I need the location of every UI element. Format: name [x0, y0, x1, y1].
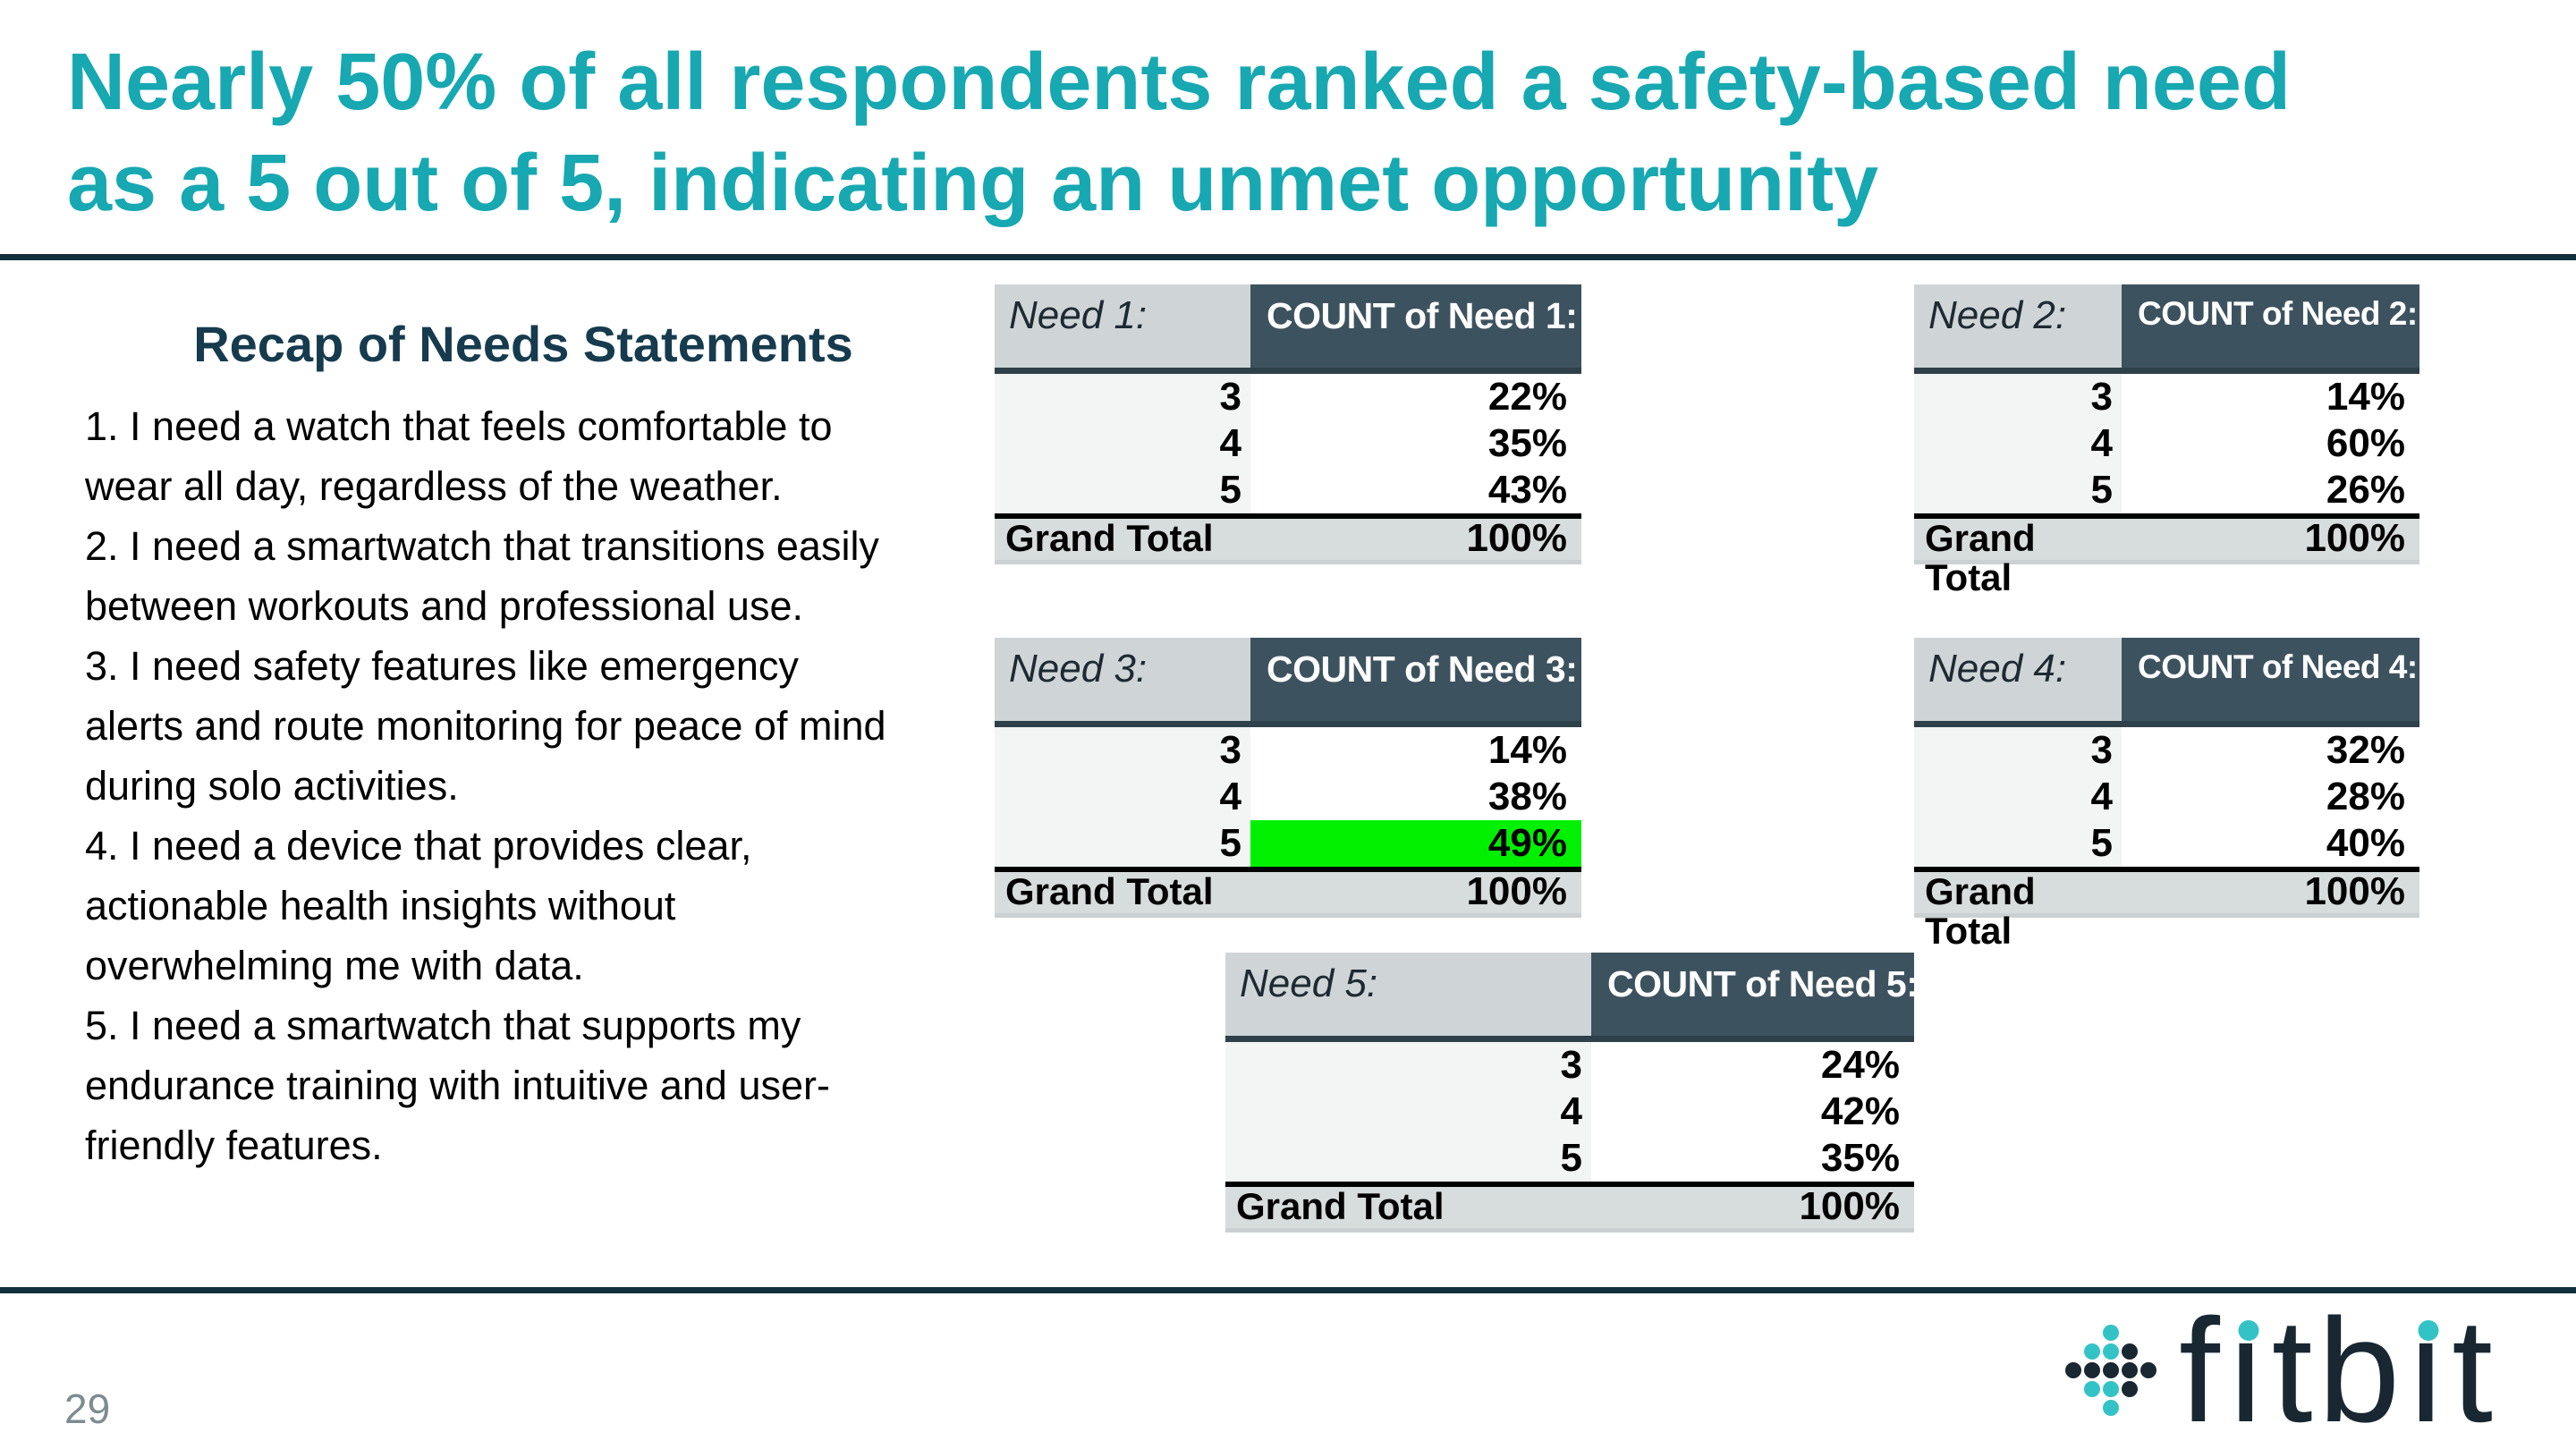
need-2-grand-total-label: Grand Total — [1914, 513, 2122, 597]
need-4-rating-5: 5 — [1914, 820, 2122, 867]
need-3-table: Need 3: COUNT of Need 3: 3 14% 4 38% 5 4… — [995, 638, 1581, 918]
need-3-grand-total-value: 100% — [1250, 867, 1581, 913]
need-5-count-header: COUNT of Need 5: — [1591, 953, 1914, 1042]
need-5-rating-5: 5 — [1225, 1135, 1591, 1182]
wordmark-letter: b — [2318, 1288, 2406, 1449]
need-3-label: Need 3: — [995, 638, 1250, 727]
need-3-rating-5: 5 — [995, 820, 1250, 867]
need-2-table: Need 2: COUNT of Need 2: 3 14% 4 60% 5 2… — [1914, 284, 2419, 597]
need-1-rating-4: 4 — [995, 420, 1250, 467]
need-4-label: Need 4: — [1914, 638, 2122, 727]
logo-dot — [2103, 1343, 2119, 1360]
logo-dot — [2065, 1362, 2081, 1378]
need-2-count-header: COUNT of Need 2: — [2122, 284, 2419, 374]
need-2-rating-4-pct: 60% — [2122, 420, 2419, 467]
page-number: 29 — [64, 1385, 111, 1432]
wordmark-letter: t — [2452, 1288, 2498, 1449]
need-3-rating-4: 4 — [995, 774, 1250, 820]
need-1-label: Need 1: — [995, 284, 1250, 374]
need-4-table: Need 4: COUNT of Need 4: 3 32% 4 28% 5 4… — [1914, 638, 2419, 951]
need-2-rating-5: 5 — [1914, 467, 2122, 513]
recap-heading: Recap of Needs Statements — [193, 316, 853, 372]
fitbit-wordmark: fıtbıt — [2179, 1297, 2498, 1449]
need-4-rating-4-pct: 28% — [2122, 774, 2419, 820]
need-5-rating-5-pct: 35% — [1591, 1135, 1914, 1182]
need-5-rating-3: 3 — [1225, 1042, 1591, 1089]
need-1-count-header: COUNT of Need 1: — [1250, 284, 1581, 374]
slide-title: Nearly 50% of all respondents ranked a s… — [67, 38, 2291, 228]
need-5-label: Need 5: — [1225, 953, 1591, 1042]
needs-statement-2: 2. I need a smartwatch that transitions … — [85, 523, 879, 629]
wordmark-letter: ı — [2405, 1288, 2453, 1449]
need-3-count-header: COUNT of Need 3: — [1250, 638, 1581, 727]
logo-dot — [2103, 1381, 2119, 1397]
need-1-rating-5-pct: 43% — [1250, 467, 1581, 513]
footer-divider-line — [0, 1287, 2576, 1293]
logo-dot — [2122, 1381, 2138, 1397]
logo-dot — [2103, 1362, 2119, 1378]
need-1-grand-total-label: Grand Total — [995, 513, 1250, 560]
need-2-rating-3: 3 — [1914, 374, 2122, 420]
needs-statement-5: 5. I need a smartwatch that supports my … — [85, 1003, 830, 1168]
need-3-rating-5-pct-highlighted: 49% — [1250, 820, 1581, 867]
needs-recap-panel: Recap of Needs Statements 1. I need a wa… — [85, 315, 1123, 1175]
need-5-table: Need 5: COUNT of Need 5: 3 24% 4 42% 5 3… — [1225, 953, 1914, 1233]
need-2-grand-total-value: 100% — [2122, 513, 2419, 560]
logo-dot — [2103, 1325, 2119, 1341]
fitbit-dots-icon — [2065, 1325, 2157, 1416]
need-4-rating-4: 4 — [1914, 774, 2122, 820]
need-2-rating-4: 4 — [1914, 420, 2122, 467]
need-4-rating-5-pct: 40% — [2122, 820, 2419, 867]
need-1-table: Need 1: COUNT of Need 1: 3 22% 4 35% 5 4… — [995, 284, 1581, 564]
logo-dot — [2084, 1362, 2100, 1378]
need-4-grand-total-label: Grand Total — [1914, 867, 2122, 951]
logo-dot — [2122, 1362, 2138, 1378]
logo-dot — [2084, 1343, 2100, 1360]
need-5-rating-4: 4 — [1225, 1089, 1591, 1135]
logo-dot — [2140, 1362, 2157, 1378]
need-1-rating-5: 5 — [995, 467, 1250, 513]
need-5-grand-total-value: 100% — [1591, 1182, 1914, 1228]
need-1-rating-4-pct: 35% — [1250, 420, 1581, 467]
wordmark-letter: f — [2179, 1288, 2225, 1449]
need-1-grand-total-value: 100% — [1250, 513, 1581, 560]
needs-statement-3: 3. I need safety features like emergency… — [85, 643, 886, 809]
need-4-rating-3: 3 — [1914, 727, 2122, 774]
need-5-grand-total-label: Grand Total — [1225, 1182, 1591, 1228]
title-divider-line — [0, 254, 2576, 260]
logo-dot — [2084, 1381, 2100, 1397]
need-3-rating-3: 3 — [995, 727, 1250, 774]
need-3-rating-4-pct: 38% — [1250, 774, 1581, 820]
need-3-rating-3-pct: 14% — [1250, 727, 1581, 774]
need-2-label: Need 2: — [1914, 284, 2122, 374]
wordmark-letter: t — [2271, 1288, 2318, 1449]
need-2-rating-5-pct: 26% — [2122, 467, 2419, 513]
need-5-rating-3-pct: 24% — [1591, 1042, 1914, 1089]
need-4-count-header: COUNT of Need 4: — [2122, 638, 2419, 727]
need-4-grand-total-value: 100% — [2122, 867, 2419, 913]
need-1-rating-3-pct: 22% — [1250, 374, 1581, 420]
need-5-rating-4-pct: 42% — [1591, 1089, 1914, 1135]
needs-statement-4: 4. I need a device that provides clear, … — [85, 823, 752, 988]
need-2-rating-3-pct: 14% — [2122, 374, 2419, 420]
logo-dot — [2103, 1400, 2119, 1416]
need-3-grand-total-label: Grand Total — [995, 867, 1250, 913]
wordmark-letter: ı — [2224, 1288, 2272, 1449]
need-4-rating-3-pct: 32% — [2122, 727, 2419, 774]
needs-statement-1: 1. I need a watch that feels comfortable… — [85, 403, 833, 509]
need-1-rating-3: 3 — [995, 374, 1250, 420]
logo-dot — [2122, 1343, 2138, 1360]
